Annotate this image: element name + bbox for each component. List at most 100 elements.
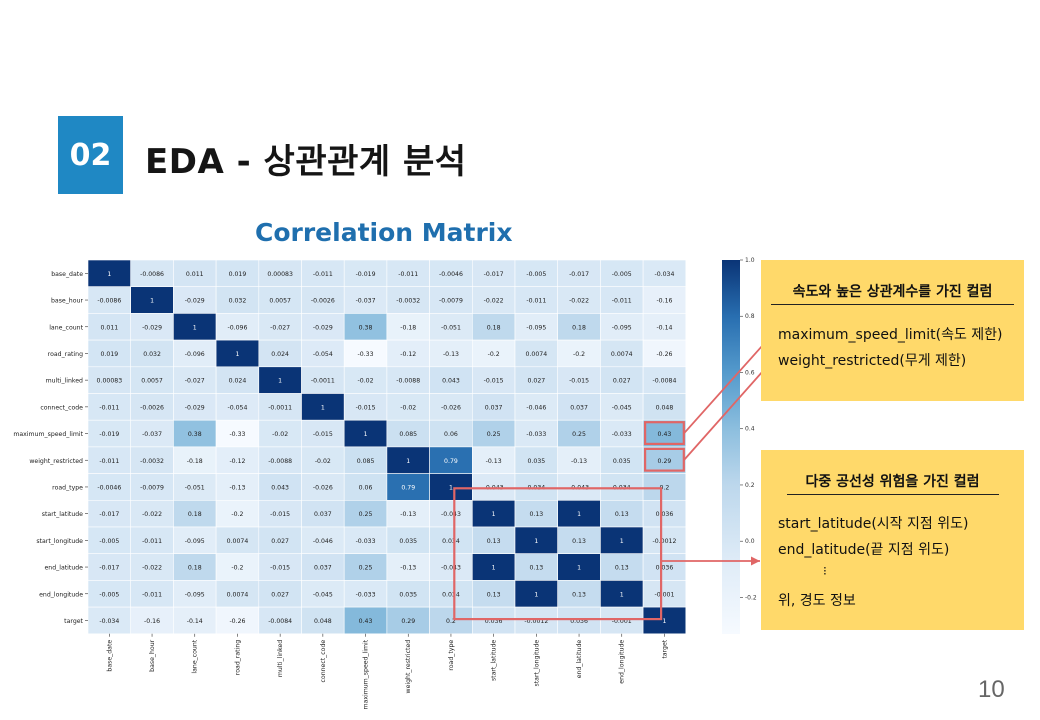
heatmap-cell [130,553,174,581]
heatmap-cell [173,499,217,528]
heatmap-cell [471,553,516,581]
col-label: start_latitude [491,640,498,681]
heatmap-cell [258,580,302,608]
heatmap-cell-value: 0.035 [527,458,545,465]
heatmap-cell-value: -0.16 [144,618,160,625]
heatmap-cell-value: -0.051 [441,324,461,331]
heatmap-cell-value: 0.0074 [526,351,548,358]
heatmap-cell-value: 0.25 [359,565,373,572]
heatmap-cell-value: -0.011 [612,298,632,305]
heatmap-cell [557,499,601,528]
heatmap-cell-value: -0.045 [612,404,632,411]
heatmap-cell-value: 0.043 [271,484,289,491]
heatmap-cell [87,473,132,501]
col-label: lane_count [192,639,199,673]
heatmap-cell [600,499,644,528]
heatmap-cell-value: -0.0032 [140,458,164,465]
heatmap-cell [514,259,559,288]
heatmap-cell-value: 0.037 [570,404,588,411]
heatmap-cell-value: -0.029 [313,324,333,331]
heatmap-cell [386,473,430,501]
heatmap-cell [301,339,345,368]
heatmap-cell [258,473,302,501]
heatmap-cell [557,286,601,314]
heatmap-cell-value: -0.033 [526,431,546,438]
heatmap-cell [642,473,687,501]
colorbar-tick-label: 1.0 [745,257,755,264]
heatmap-cell [301,499,345,528]
heatmap-cell-value: 0.048 [314,618,332,625]
heatmap-cell-value: -0.0026 [311,298,335,305]
heatmap-cell-value: 0.2 [660,484,670,491]
heatmap-cell-value: 0.037 [314,565,332,572]
heatmap-cell-value: 0.036 [656,565,674,572]
heatmap-cell [215,473,260,501]
heatmap-cell-value: 0.032 [229,298,247,305]
heatmap-cell [215,499,260,528]
heatmap-cell-value: 0.027 [271,538,289,545]
heatmap-cell-value: -0.011 [398,271,418,278]
heatmap-cell-value: 0.29 [658,458,672,465]
heatmap-cell-value: -0.022 [142,565,162,572]
col-label: road_rating [234,640,241,675]
callout-arrow-head [751,556,760,566]
colorbar-tick-label: -0.2 [745,594,757,601]
heatmap-cell [130,473,174,501]
heatmap-cell-value: 1 [150,298,154,305]
heatmap-cell [173,473,217,501]
heatmap-cell-value: -0.015 [484,378,504,385]
heatmap-cell-value: -0.33 [229,431,245,438]
col-label: multi_linked [277,640,284,677]
heatmap-cell [386,313,430,341]
row-label: start_latitude [42,511,83,518]
heatmap-cell-value: -0.005 [526,271,546,278]
heatmap-cell [471,393,516,421]
heatmap-cell [386,259,430,288]
heatmap-cell-value: 1 [278,378,282,385]
callout-speed-line: maximum_speed_limit(속도 제한) [778,327,1003,343]
heatmap-cell-value: -0.096 [185,351,205,358]
col-label: road_type [448,640,455,671]
heatmap-cell [600,580,644,608]
heatmap-cell-value: 0.18 [487,324,501,331]
heatmap-cell-value: 1 [620,538,624,545]
heatmap-cell-value: 0.034 [442,591,460,598]
heatmap-cell-value: -0.046 [526,404,546,411]
heatmap-cell [173,259,217,288]
heatmap-cell-value: 0.035 [399,591,417,598]
callout-speed-divider [771,304,1014,305]
row-label: maximum_speed_limit [13,431,83,438]
heatmap-cell [557,393,601,421]
heatmap-cell [514,286,559,314]
heatmap-cell-value: 1 [107,271,111,278]
heatmap-cell [514,339,559,368]
heatmap-cell-value: -0.13 [400,565,416,572]
heatmap-cell-value: 0.13 [529,565,543,572]
heatmap-cell-value: 0.29 [401,618,415,625]
heatmap-cell-value: -0.0012 [653,538,677,545]
heatmap-cell [301,526,345,555]
heatmap-cell [514,553,559,581]
heatmap-cell-value: -0.095 [185,538,205,545]
heatmap-cell-value: -0.029 [185,404,205,411]
heatmap-cell [173,393,217,421]
heatmap-cell-value: -0.033 [356,538,376,545]
heatmap-cell-value: 0.085 [399,431,417,438]
heatmap-cell-value: -0.0079 [140,484,164,491]
heatmap-cell-value: -0.13 [229,484,245,491]
callout-arrow-line [683,335,772,435]
heatmap-cell-value: -0.18 [400,324,416,331]
heatmap-cell-value: -0.054 [313,351,333,358]
heatmap-cell-value: 0.0057 [141,378,163,385]
heatmap-cell-value: 0.13 [572,591,586,598]
heatmap-cell-value: -0.017 [484,271,504,278]
heatmap-cell [87,286,132,314]
heatmap-cell-value: -0.015 [270,511,290,518]
colorbar-tick-label: 0.6 [745,369,755,376]
heatmap-cell [87,339,132,368]
heatmap-cell [130,580,174,608]
heatmap-cell [514,606,559,635]
heatmap-cell-value: 0.25 [359,511,373,518]
heatmap-cell-value: 0.027 [271,591,289,598]
